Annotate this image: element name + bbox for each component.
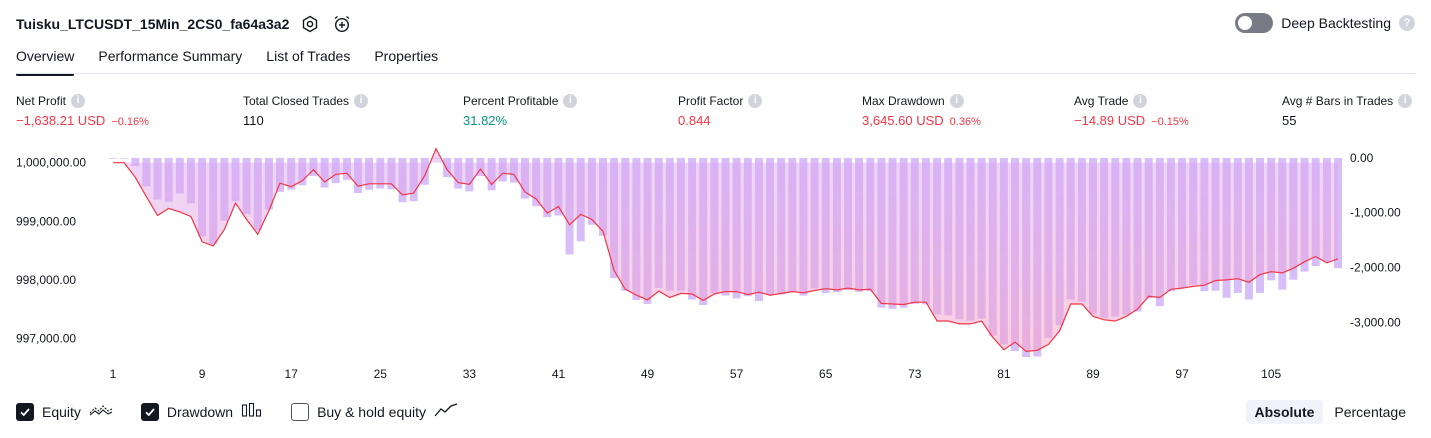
strategy-title: Tuisku_LTCUSDT_15Min_2CS0_fa64a3a2	[16, 16, 290, 32]
stat-percent-profitable: Percent Profitable 31.82%	[463, 94, 578, 128]
equity-line-icon	[89, 402, 113, 421]
stat-total-closed-trades: Total Closed Trades 110	[243, 94, 369, 128]
x-tick-label: 33	[463, 367, 477, 381]
y-left-tick-label: 999,000.00	[16, 214, 76, 228]
stat-label: Total Closed Trades	[243, 94, 350, 108]
legend-drawdown[interactable]: Drawdown	[140, 402, 263, 421]
x-tick-label: 65	[819, 367, 833, 381]
stat-value: 55	[1282, 113, 1297, 128]
settings-icon[interactable]	[299, 13, 321, 35]
stats-row: Net Profit −1,638.21 USD −0.16% Total Clo…	[16, 94, 1416, 134]
x-tick-label: 97	[1175, 367, 1189, 381]
x-tick-label: 89	[1086, 367, 1100, 381]
stat-net-profit: Net Profit −1,638.21 USD −0.16%	[16, 94, 149, 128]
stat-profit-factor: Profit Factor 0.844	[678, 94, 763, 128]
stat-value: 110	[243, 113, 264, 128]
info-icon[interactable]	[563, 94, 578, 108]
info-icon[interactable]	[1133, 94, 1148, 108]
stat-avg-bars: Avg # Bars in Trades 55	[1282, 94, 1413, 128]
drawdown-bar	[131, 157, 140, 167]
deep-backtesting-toggle[interactable]	[1235, 13, 1274, 33]
stat-value: 31.82%	[463, 113, 508, 128]
toggle-knob	[1238, 16, 1253, 30]
stat-sub: −0.16%	[111, 116, 149, 128]
value-mode-switch: Absolute Percentage	[1245, 400, 1416, 424]
stat-label: Avg # Bars in Trades	[1282, 94, 1394, 108]
stat-value: 0.844	[678, 113, 711, 128]
x-tick-label: 1	[110, 367, 117, 381]
y-left-tick-label: 1,000,000.00	[16, 156, 86, 170]
strategy-header: Tuisku_LTCUSDT_15Min_2CS0_fa64a3a2	[16, 12, 353, 36]
x-tick-label: 17	[285, 367, 299, 381]
absolute-button[interactable]: Absolute	[1245, 400, 1324, 424]
legend-equity[interactable]: Equity	[16, 402, 113, 421]
stat-sub: −0.15%	[1151, 116, 1189, 128]
drawdown-bar	[120, 157, 129, 159]
deep-backtesting: Deep Backtesting ?	[1235, 13, 1415, 33]
x-tick-label: 81	[997, 367, 1011, 381]
equity-area	[113, 148, 1338, 352]
info-icon[interactable]	[949, 94, 964, 108]
tab-properties[interactable]: Properties	[374, 48, 439, 64]
stat-label: Net Profit	[16, 94, 67, 108]
stat-value: 3,645.60 USD	[862, 113, 944, 128]
equity-drawdown-chart[interactable]: 1,000,000.00 999,000.00 998,000.00 997,000.…	[0, 140, 1431, 390]
legend-buy-hold[interactable]: Buy & hold equity	[291, 402, 458, 421]
stat-sub: 0.36%	[949, 116, 981, 128]
info-icon[interactable]	[748, 94, 763, 108]
buy-hold-line-icon	[434, 402, 458, 421]
percentage-button[interactable]: Percentage	[1334, 404, 1406, 420]
tab-bar: Overview Performance Summary List of Tra…	[16, 44, 439, 76]
drawdown-label: Drawdown	[166, 403, 234, 420]
x-tick-label: 25	[374, 367, 388, 381]
info-icon[interactable]	[354, 94, 369, 108]
x-tick-label: 73	[908, 367, 922, 381]
chart-legend: Equity Drawdown Buy & hold equity	[16, 402, 458, 421]
x-tick-label: 57	[730, 367, 744, 381]
y-right-tick-label: -2,000.00	[1350, 261, 1401, 275]
drawdown-bars-icon	[241, 402, 263, 421]
stat-label: Avg Trade	[1074, 94, 1129, 108]
stat-avg-trade: Avg Trade −14.89 USD −0.15%	[1074, 94, 1189, 128]
y-left-tick-label: 998,000.00	[16, 273, 76, 287]
equity-label: Equity	[42, 403, 81, 420]
stat-value: −1,638.21 USD	[16, 113, 106, 128]
x-tick-label: 41	[552, 367, 566, 381]
equity-checkbox[interactable]	[16, 402, 34, 421]
stat-value: −14.89 USD	[1074, 113, 1146, 128]
y-right-tick-label: 0.00	[1350, 151, 1374, 165]
help-icon[interactable]: ?	[1399, 15, 1415, 31]
deep-backtesting-label: Deep Backtesting	[1281, 15, 1391, 31]
tab-overview[interactable]: Overview	[16, 44, 75, 76]
x-tick-label: 105	[1261, 367, 1281, 381]
stat-label: Profit Factor	[678, 94, 744, 108]
stat-label: Percent Profitable	[463, 94, 559, 108]
info-icon[interactable]	[1398, 94, 1413, 108]
tab-list-of-trades[interactable]: List of Trades	[266, 48, 351, 64]
stat-label: Max Drawdown	[862, 94, 945, 108]
y-left-tick-label: 997,000.00	[16, 332, 76, 346]
info-icon[interactable]	[71, 94, 86, 108]
drawdown-checkbox[interactable]	[140, 402, 159, 421]
stat-max-drawdown: Max Drawdown 3,645.60 USD 0.36%	[862, 94, 981, 128]
x-tick-label: 49	[641, 367, 655, 381]
buy-hold-checkbox[interactable]	[291, 402, 310, 421]
x-tick-label: 9	[199, 367, 206, 381]
buy-hold-label: Buy & hold equity	[317, 403, 427, 420]
y-right-tick-label: -1,000.00	[1350, 206, 1401, 220]
drawdown-bar	[109, 157, 117, 159]
tab-performance-summary[interactable]: Performance Summary	[98, 48, 243, 64]
equity-line	[113, 147, 1339, 353]
y-right-tick-label: -3,000.00	[1350, 316, 1401, 330]
tabs-divider	[16, 73, 1415, 74]
alarm-add-icon[interactable]	[331, 13, 353, 35]
